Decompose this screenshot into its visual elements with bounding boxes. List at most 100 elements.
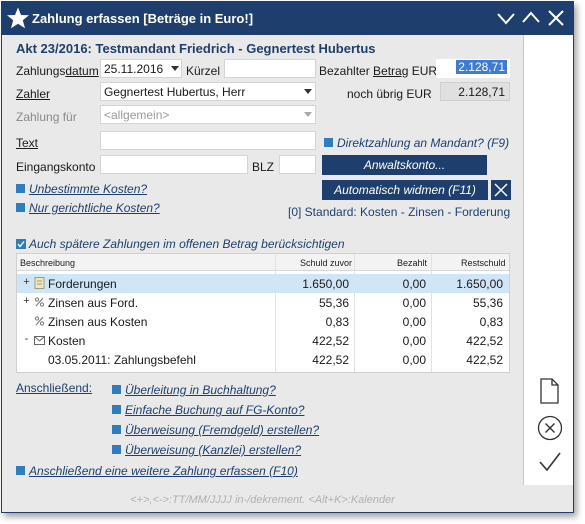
zahlungsdatum-field[interactable]: 25.11.2016 [100, 59, 182, 78]
table-header: Beschreibung Schuld zuvor Bezahlt Restsc… [17, 254, 509, 271]
row-schuld: 0,83 [325, 315, 349, 329]
text-input[interactable] [100, 131, 316, 150]
kuerzel-label: Kürzel [186, 64, 221, 78]
row-desc: Forderungen [48, 277, 117, 291]
unbestimmte-label[interactable]: Unbestimmte Kosten? [29, 182, 148, 196]
col-header-bezahlt[interactable]: Bezahlt [397, 258, 428, 268]
betrag-input[interactable]: 2.128,71 [436, 59, 510, 78]
mail-icon [34, 336, 45, 345]
new-document-icon[interactable] [538, 378, 560, 404]
betrag-label-c: EUR [408, 64, 438, 78]
anwaltskonto-button[interactable]: Anwaltskonto... [322, 155, 487, 175]
direktzahlung-label[interactable]: Direktzahlung an Mandant? (F9) [337, 136, 510, 150]
col-header-beschreibung[interactable]: Beschreibung [20, 258, 76, 268]
spaetere-label[interactable]: Auch spätere Zahlungen im offenen Betrag… [29, 237, 345, 251]
keyboard-hint: <+>,<->:TT/MM/JJJJ in-/dekrement. <Alt+K… [130, 494, 395, 506]
uebrig-label: noch übrig EUR [347, 87, 432, 101]
close-icon[interactable] [545, 7, 567, 29]
zahlung-fuer-select[interactable]: <allgemein> [100, 105, 316, 124]
uebrig-value: 2.128,71 [440, 82, 510, 101]
expand-icon[interactable]: + [23, 295, 30, 307]
betrag-label: Bezahlter Betrag EUR [319, 64, 437, 78]
zahlung-fuer-label: Zahlung für [16, 110, 77, 124]
chevron-down-icon[interactable] [495, 7, 517, 29]
col-divider [431, 254, 432, 372]
table-row[interactable]: Zinsen aus Kosten 0,83 0,00 0,83 [17, 312, 509, 331]
direktzahlung-checkbox[interactable] [324, 138, 333, 147]
ueberleitung-checkbox[interactable] [112, 385, 121, 394]
zahlung-fuer-value: <allgemein> [104, 108, 170, 122]
row-rest: 55,36 [472, 296, 503, 310]
row-bezahlt: 0,00 [402, 277, 426, 291]
col-divider [354, 254, 355, 372]
weitere-zahlung-checkbox[interactable] [16, 466, 25, 475]
table-row[interactable]: + Zinsen aus Ford. 55,36 0,00 55,36 [17, 293, 509, 312]
row-schuld: 422,52 [312, 353, 349, 367]
eingangskonto-input[interactable] [100, 155, 248, 174]
ueberweisung-kanzlei-checkbox[interactable] [112, 445, 121, 454]
unbestimmte-checkbox[interactable] [16, 184, 25, 193]
col-divider [275, 254, 276, 372]
ueberleitung-label[interactable]: Überleitung in Buchhaltung? [125, 383, 276, 397]
action-sidebar [523, 35, 573, 485]
betrag-label-a: Bezahlter [319, 64, 374, 78]
ueberweisung-fremdgeld-label[interactable]: Überweisung (Fremdgeld) erstellen? [125, 423, 320, 437]
star-icon [7, 7, 29, 29]
row-schuld: 422,52 [312, 334, 349, 348]
date-dropdown-icon[interactable] [171, 66, 179, 71]
kuerzel-input[interactable] [224, 59, 316, 78]
col-header-schuld[interactable]: Schuld zuvor [300, 258, 353, 268]
zahlungs-table: Beschreibung Schuld zuvor Bezahlt Restsc… [16, 253, 510, 373]
table-row[interactable]: 03.05.2011: Zahlungsbefehl 422,52 0,00 4… [17, 350, 509, 369]
clear-widmung-icon[interactable] [491, 180, 511, 200]
row-rest: 1.650,00 [456, 277, 503, 291]
collapse-icon[interactable]: - [24, 333, 29, 345]
expand-icon[interactable]: + [23, 276, 30, 288]
row-rest: 422,52 [466, 334, 503, 348]
spaetere-checkbox[interactable] [16, 239, 26, 249]
betrag-value: 2.128,71 [456, 60, 507, 74]
row-rest: 422,52 [466, 353, 503, 367]
zahlungsdatum-label: Zahlungsdatum [16, 64, 99, 78]
automatisch-widmen-button[interactable]: Automatisch widmen (F11) [322, 180, 488, 200]
zahlungsdatum-label-a: Zahlungs [16, 64, 66, 78]
row-bezahlt: 0,00 [402, 315, 426, 329]
einfache-buchung-label[interactable]: Einfache Buchung auf FG-Konto? [125, 403, 305, 417]
gerichtliche-checkbox[interactable] [16, 203, 25, 212]
row-bezahlt: 0,00 [402, 353, 426, 367]
text-label: Text [16, 136, 39, 150]
zahler-label: Zahler [16, 87, 51, 101]
standard-text[interactable]: [0] Standard: Kosten - Zinsen - Forderun… [288, 205, 511, 219]
row-rest: 0,83 [479, 315, 503, 329]
table-row[interactable]: - Kosten 422,52 0,00 422,52 [17, 331, 509, 350]
einfache-buchung-checkbox[interactable] [112, 405, 121, 414]
row-desc: 03.05.2011: Zahlungsbefehl [48, 353, 196, 367]
anschliessend-label: Anschließend: [16, 381, 93, 395]
table-row[interactable]: + Forderungen 1.650,00 0,00 1.650,00 [17, 274, 509, 293]
zahler-dropdown-icon[interactable] [304, 89, 312, 94]
zahler-select[interactable]: Gegnertest Hubertus, Herr [100, 82, 316, 101]
percent-icon [34, 316, 45, 326]
ueberweisung-fremdgeld-checkbox[interactable] [112, 425, 121, 434]
ueberweisung-kanzlei-label[interactable]: Überweisung (Kanzlei) erstellen? [125, 443, 302, 457]
zahlung-fuer-dropdown-icon[interactable] [304, 112, 312, 117]
gerichtliche-label[interactable]: Nur gerichtliche Kosten? [29, 201, 160, 215]
dialog-content: Akt 23/2016: Testmandant Friedrich - Geg… [2, 35, 523, 512]
document-icon [34, 277, 45, 289]
confirm-icon[interactable] [538, 451, 562, 473]
row-bezahlt: 0,00 [402, 296, 426, 310]
zahlungsdatum-label-b: datum [65, 64, 99, 78]
blz-input[interactable] [279, 155, 316, 174]
eingangskonto-label: Eingangskonto [16, 160, 96, 174]
zahlungsdatum-value: 25.11.2016 [104, 62, 164, 76]
cancel-icon[interactable] [537, 415, 563, 441]
weitere-zahlung-label[interactable]: Anschließend eine weitere Zahlung erfass… [29, 464, 298, 478]
title-bar: Zahlung erfassen [Beträge in Euro!] [2, 2, 573, 35]
case-heading: Akt 23/2016: Testmandant Friedrich - Geg… [16, 41, 376, 56]
row-schuld: 55,36 [318, 296, 349, 310]
col-header-restschuld[interactable]: Restschuld [461, 258, 506, 268]
chevron-up-icon[interactable] [520, 7, 542, 29]
row-desc: Zinsen aus Kosten [48, 315, 148, 329]
blz-label: BLZ [252, 160, 275, 174]
row-schuld: 1.650,00 [302, 277, 349, 291]
